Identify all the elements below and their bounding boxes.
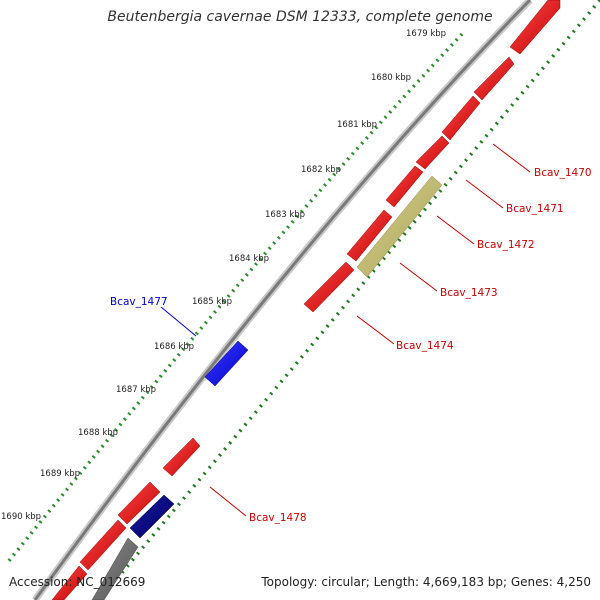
callout-line-1478: [209, 486, 247, 517]
forward-strand-genes: [51, 0, 561, 600]
gene-feature-forward[interactable]: [509, 0, 561, 55]
callout-line-1471: [465, 179, 504, 209]
topology-text: Topology: circular; Length: 4,669,183 bp…: [261, 575, 591, 589]
gene-feature-forward[interactable]: [303, 261, 355, 313]
kbp-label-1680: 1680 kbp: [371, 73, 411, 83]
gene-feature-forward[interactable]: [441, 95, 481, 141]
gene-feature-forward[interactable]: [162, 437, 201, 477]
gene-feature-forward[interactable]: [415, 135, 450, 170]
kbp-label-1686: 1686 kbp: [154, 342, 194, 352]
gene-feature-reverse-blue[interactable]: [204, 340, 249, 387]
callout-line-1473: [399, 262, 438, 292]
kbp-label-1684: 1684 kbp: [229, 254, 269, 264]
gene-feature-forward[interactable]: [79, 519, 127, 571]
callout-line-1474: [356, 315, 395, 345]
gene-feature-forward[interactable]: [385, 165, 424, 208]
callout-line-1470: [492, 143, 531, 173]
gene-feature-reverse-gray[interactable]: [91, 537, 139, 600]
kbp-label-1687: 1687 kbp: [116, 385, 156, 395]
map-title: Beutenbergia cavernae DSM 12333, complet…: [107, 9, 493, 25]
gene-feature-forward[interactable]: [51, 565, 88, 600]
gene-label-bcav-1477[interactable]: Bcav_1477: [110, 296, 168, 308]
gene-feature-forward[interactable]: [473, 56, 515, 101]
callout-line-1472: [436, 215, 475, 245]
gene-label-bcav-1473[interactable]: Bcav_1473: [440, 287, 498, 299]
gene-feature-reverse-navy[interactable]: [129, 494, 175, 539]
gene-label-bcav-1471[interactable]: Bcav_1471: [506, 203, 564, 215]
gene-label-bcav-1470[interactable]: Bcav_1470: [534, 167, 592, 179]
gene-labels: Bcav_1470 Bcav_1471 Bcav_1472 Bcav_1473 …: [110, 167, 592, 524]
gene-feature-forward[interactable]: [117, 481, 161, 525]
kbp-label-1683: 1683 kbp: [265, 210, 305, 220]
accession-text: Accession: NC_012669: [9, 575, 146, 589]
kbp-label-1690: 1690 kbp: [1, 512, 41, 522]
callout-line-1477: [160, 306, 197, 337]
kbp-scale: 1679 kbp 1680 kbp 1681 kbp 1682 kbp 1683…: [1, 29, 446, 522]
gene-label-bcav-1474[interactable]: Bcav_1474: [396, 340, 454, 352]
tick-track-inner: [118, 0, 600, 577]
gene-feature-khaki[interactable]: [356, 175, 443, 278]
kbp-label-1682: 1682 kbp: [301, 165, 341, 175]
kbp-tick-track-outer: [6, 32, 464, 564]
kbp-label-1681: 1681 kbp: [337, 120, 377, 130]
kbp-label-1689: 1689 kbp: [40, 469, 80, 479]
gene-label-bcav-1478[interactable]: Bcav_1478: [249, 512, 307, 524]
kbp-label-1679: 1679 kbp: [406, 29, 446, 39]
kbp-label-1685: 1685 kbp: [192, 297, 232, 307]
genome-backbone: [32, 0, 533, 600]
kbp-label-1688: 1688 kbp: [78, 428, 118, 438]
gene-callout-lines: [160, 143, 531, 517]
gene-label-bcav-1472[interactable]: Bcav_1472: [477, 239, 535, 251]
gene-feature-forward[interactable]: [346, 209, 393, 262]
